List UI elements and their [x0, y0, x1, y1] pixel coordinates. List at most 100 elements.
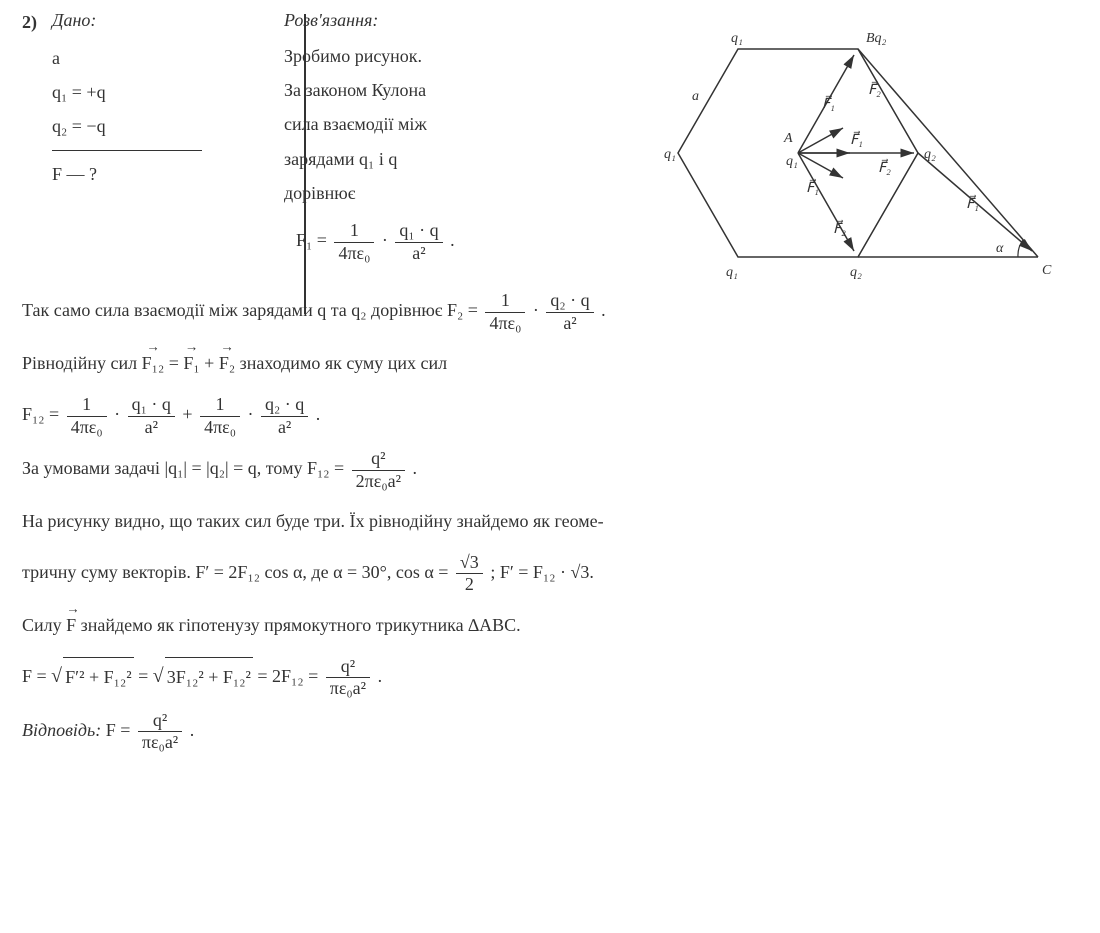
solution-block: Розв'язання: Зробимо рисунок. За законом…	[284, 10, 594, 278]
lbl-F2-m: F⃗₂	[878, 158, 891, 176]
eqF-lhs: F =	[22, 666, 47, 686]
p3: За умовами задачі |q₁| = |q₂| = q, тому …	[22, 448, 1072, 492]
given-separator	[52, 150, 202, 151]
eqF12-f2: q₁ · q a²	[128, 394, 175, 438]
lbl-F1-b: F⃗₁	[806, 178, 819, 196]
eq-F1-f2-num: q₁ · q	[395, 220, 442, 243]
p3-num: q²	[352, 448, 405, 471]
p4-den: 2	[456, 574, 483, 596]
p1-dot: ·	[533, 300, 539, 320]
eqF-rad1: F′² + F₁₂²	[63, 657, 133, 698]
lbl-A: A	[783, 131, 793, 146]
answer-frac: q² πε₀a²	[138, 710, 182, 754]
p2-plus: +	[204, 353, 219, 373]
eq-F1-f2-den: a²	[395, 243, 442, 265]
eqF12-f2-den: a²	[128, 417, 175, 439]
p1-tail: .	[601, 300, 606, 320]
given-lines: a q₁ = +q q₂ = −q F — ?	[52, 41, 242, 191]
p1-f2-den: a²	[546, 313, 593, 335]
p1-f1-num: 1	[485, 290, 525, 313]
eq-F1-frac2: q₁ · q a²	[395, 220, 442, 264]
given-q2: q₂ = −q	[52, 109, 242, 143]
p3-frac: q² 2πε₀a²	[352, 448, 405, 492]
sol-l3: сила взаємодії між	[284, 107, 594, 141]
eq-F: F = F′² + F₁₂² = 3F₁₂² + F₁₂² = 2F₁₂ = q…	[22, 656, 1072, 700]
eqF-fr-den: πε₀a²	[326, 678, 370, 700]
lbl-q2-b: q₂	[850, 265, 862, 280]
p1-frac2: q₂ · q a²	[546, 290, 593, 334]
lbl-F2-b: F⃗₂	[833, 219, 846, 237]
vec-F: F	[66, 606, 76, 646]
eqF12-f2-num: q₁ · q	[128, 394, 175, 417]
eq-F1-f1-den: 4πε₀	[334, 243, 374, 265]
lbl-a: a	[692, 89, 699, 104]
p3-den: 2πε₀a²	[352, 471, 405, 493]
eq-F12: F₁₂ = 1 4πε₀ · q₁ · q a² + 1 4πε₀ · q₂ ·…	[22, 394, 1072, 438]
problem-number: 2)	[22, 12, 52, 33]
p4-frac: √3 2	[456, 552, 483, 596]
eqF-fr-num: q²	[326, 656, 370, 679]
eqF12-f3-den: 4πε₀	[200, 417, 240, 439]
p2-eq: =	[169, 353, 184, 373]
lbl-F2-t: F⃗₂	[868, 80, 881, 98]
eqF12-f4-den: a²	[261, 417, 308, 439]
figure-svg: q₁ Bq₂ a q₁ q₂ q₁ q₂ C A q₁ α F⃗₁ F⃗₂ F⃗…	[628, 8, 1068, 298]
lbl-q2-r: q₂	[924, 147, 936, 162]
eq-F1-frac1: 1 4πε₀	[334, 220, 374, 264]
p1-frac1: 1 4πε₀	[485, 290, 525, 334]
eqF-eq1: =	[138, 666, 148, 686]
lbl-q1-tl: q₁	[731, 31, 743, 46]
lbl-C: C	[1042, 263, 1052, 278]
answer-label: Відповідь:	[22, 720, 106, 740]
chord-r-B	[858, 49, 918, 153]
answer-den: πε₀a²	[138, 732, 182, 754]
eqF12-f3: 1 4πε₀	[200, 394, 240, 438]
eqF12-lhs: F₁₂ =	[22, 404, 59, 424]
given-title: Дано:	[52, 10, 242, 31]
p2-txt: Рівнодійну сил	[22, 353, 142, 373]
given-block: Дано: a q₁ = +q q₂ = −q F — ?	[52, 10, 242, 191]
eqF12-dot2: ·	[248, 404, 254, 424]
page: 2) Дано: a q₁ = +q q₂ = −q F — ? Розв'яз…	[0, 0, 1100, 933]
answer-tail: .	[190, 720, 195, 740]
p3-a: За умовами задачі |q₁| = |q₂| = q, тому …	[22, 458, 344, 478]
eqF-eq2: = 2F₁₂ =	[257, 666, 318, 686]
p4-num: √3	[456, 552, 483, 575]
answer-num: q²	[138, 710, 182, 733]
p5-b: знайдемо як гіпотенузу прямокутного трик…	[81, 615, 521, 635]
eqF-rad2: 3F₁₂² + F₁₂²	[165, 657, 253, 698]
p1-f1-den: 4πε₀	[485, 313, 525, 335]
eqF12-f4: q₂ · q a²	[261, 394, 308, 438]
eqF12-dot1: ·	[114, 404, 120, 424]
solution-title: Розв'язання:	[284, 10, 594, 31]
sol-l2: За законом Кулона	[284, 73, 594, 107]
eqF12-f3-num: 1	[200, 394, 240, 417]
vertical-separator	[304, 14, 306, 314]
eqF-sqrt2: 3F₁₂² + F₁₂²	[153, 657, 253, 698]
eqF-frac: q² πε₀a²	[326, 656, 370, 700]
eq-F1-dot: ·	[382, 230, 388, 250]
lbl-F1-t: F⃗₁	[822, 94, 835, 112]
sol-l1: Зробимо рисунок.	[284, 39, 594, 73]
body-text: Так само сила взаємодії між зарядами q т…	[22, 290, 1072, 754]
vec-F1p2: F₁	[183, 344, 199, 384]
eqF-tail: .	[378, 666, 383, 686]
p4-mid: ; F′ = F₁₂ · √3.	[490, 562, 594, 582]
eqF12-f1-num: 1	[67, 394, 107, 417]
eqF12-tail: .	[316, 404, 321, 424]
lbl-F1-C: F⃗₁	[966, 194, 979, 212]
eq-F1-f1-num: 1	[334, 220, 374, 243]
given-find: F — ?	[52, 157, 242, 191]
eqF-sqrt1: F′² + F₁₂²	[51, 657, 133, 698]
lbl-q1-l: q₁	[664, 147, 676, 162]
top-row: 2) Дано: a q₁ = +q q₂ = −q F — ? Розв'яз…	[22, 10, 1072, 278]
p2-end: знаходимо як суму цих сил	[240, 353, 448, 373]
p4-b: тричну суму векторів. F′ = 2F₁₂ cos α, д…	[22, 562, 448, 582]
p4-line2: тричну суму векторів. F′ = 2F₁₂ cos α, д…	[22, 552, 1072, 596]
given-q1: q₁ = +q	[52, 75, 242, 109]
p5: Силу F знайдемо як гіпотенузу прямокутно…	[22, 606, 1072, 646]
lbl-alpha: α	[996, 241, 1004, 256]
eq-F1: F₁ = 1 4πε₀ · q₁ · q a² .	[296, 220, 594, 264]
lbl-F1-m: F⃗₁	[850, 130, 863, 148]
hexagon-figure: q₁ Bq₂ a q₁ q₂ q₁ q₂ C A q₁ α F⃗₁ F⃗₂ F⃗…	[628, 8, 1068, 298]
